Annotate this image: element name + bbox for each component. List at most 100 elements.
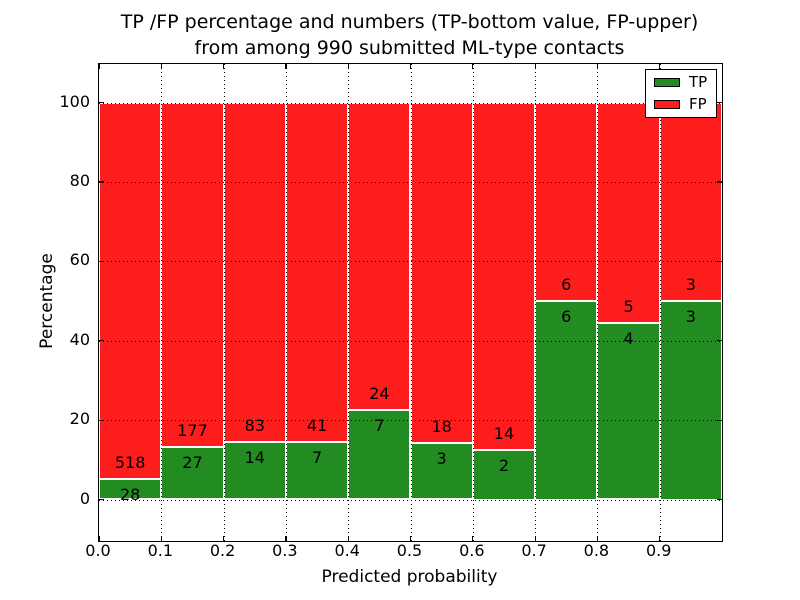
bar-fp-segment (223, 102, 286, 443)
fp-count-label: 177 (177, 420, 208, 440)
fp-count-label: 83 (244, 416, 265, 436)
bar-tp-segment (535, 301, 598, 500)
plot-area: 518 28 177 27 83 14 41 7 24 7 18 3 14 2 6 6 5 4 3 3 (98, 63, 723, 542)
x-tick-mark (596, 536, 599, 541)
fp-count-label: 18 (431, 416, 452, 436)
legend-label-tp: TP (689, 73, 708, 91)
x-tick-label: 0.4 (334, 541, 360, 560)
fp-count-label: 6 (561, 275, 572, 294)
x-tick-mark (659, 536, 661, 541)
x-tick-mark-top (98, 64, 100, 69)
tp-count-label: 28 (119, 485, 141, 505)
gridline-vertical (348, 64, 350, 541)
x-tick-label: 0.7 (521, 541, 547, 560)
y-tick-label: 0 (79, 488, 90, 508)
tp-count-label: 4 (623, 329, 634, 349)
legend-label-fp: FP (689, 95, 707, 113)
legend: TP FP (645, 69, 718, 118)
gridline-vertical (223, 64, 225, 541)
bar-tp-segment (161, 446, 224, 500)
x-tick-mark (534, 536, 536, 541)
bar-fp-segment (472, 102, 536, 450)
bar-tp-segment (99, 479, 162, 500)
y-tick-mark (99, 181, 104, 183)
x-tick-mark (285, 536, 287, 541)
x-tick-mark-top (596, 64, 599, 69)
y-tick-label: 80 (69, 170, 90, 190)
x-tick-mark-top (347, 64, 349, 69)
tp-count-label: 27 (182, 452, 203, 472)
tp-count-label: 14 (244, 448, 265, 468)
y-tick-mark (99, 340, 104, 342)
x-tick-label: 0.2 (209, 541, 236, 560)
tp-count-label: 2 (498, 455, 510, 475)
tp-count-label: 7 (374, 415, 385, 435)
x-tick-mark-top (534, 64, 536, 69)
bar-tp-segment (659, 301, 722, 500)
fp-count-label: 24 (369, 383, 390, 403)
x-axis-label: Predicted probability (321, 567, 498, 587)
fp-count-label: 518 (114, 453, 146, 473)
x-tick-mark-top (472, 64, 474, 69)
x-tick-label: 0.5 (396, 541, 423, 560)
y-tick-mark-right (717, 260, 722, 262)
gridline-vertical (472, 64, 474, 541)
x-tick-mark (223, 536, 225, 541)
tp-count-label: 7 (311, 447, 323, 467)
legend-entry-tp: TP (654, 75, 707, 90)
gridline-vertical (597, 64, 599, 541)
fp-count-label: 5 (623, 297, 634, 317)
chart-title-line-2: from among 990 submitted ML-type contact… (194, 37, 625, 59)
y-tick-label: 40 (69, 329, 90, 349)
x-tick-label: 0.8 (583, 541, 610, 560)
fp-color-swatch (654, 100, 680, 109)
fp-count-label: 14 (493, 423, 515, 443)
x-tick-mark-top (410, 64, 412, 69)
y-tick-mark (99, 499, 104, 501)
y-tick-label: 100 (59, 91, 90, 111)
gridline-vertical (659, 64, 661, 541)
x-tick-label: 0.0 (85, 541, 111, 560)
bar-fp-segment (161, 102, 224, 447)
bar-fp-segment (597, 102, 660, 324)
tp-count-label: 6 (561, 307, 572, 326)
bar-fp-segment (410, 102, 473, 443)
x-tick-mark (160, 536, 162, 541)
chart-title: TP /FP percentage and numbers (TP-bottom… (98, 9, 721, 61)
bar-tp-segment (285, 441, 349, 500)
fp-count-label: 41 (306, 415, 328, 435)
gridline-vertical (161, 64, 163, 541)
x-tick-mark-top (223, 64, 225, 69)
x-tick-label: 0.1 (147, 541, 174, 560)
x-tick-mark (347, 536, 349, 541)
y-tick-label: 20 (69, 409, 90, 429)
bar-tp-segment (223, 442, 286, 500)
bar-fp-segment (285, 102, 349, 442)
y-tick-mark-right (717, 419, 722, 421)
tp-color-swatch (654, 78, 680, 87)
tp-count-label: 3 (685, 307, 696, 326)
bar-fp-segment (348, 102, 411, 410)
x-tick-mark (472, 536, 474, 541)
x-tick-mark (98, 536, 100, 541)
chart-title-line-1: TP /FP percentage and numbers (TP-bottom… (120, 11, 699, 33)
x-tick-mark-top (285, 64, 287, 69)
bar-tp-segment (597, 323, 660, 500)
y-tick-mark-right (717, 181, 722, 183)
x-tick-mark-top (659, 64, 661, 69)
bar-fp-segment (535, 102, 598, 301)
y-tick-mark (99, 419, 104, 421)
gridline-vertical (535, 64, 537, 541)
x-tick-mark (410, 536, 412, 541)
y-tick-mark (99, 102, 104, 104)
x-tick-label: 0.6 (459, 541, 485, 560)
y-tick-mark-right (717, 102, 722, 104)
gridline-vertical (285, 64, 287, 541)
fp-count-label: 3 (685, 275, 696, 294)
y-tick-label: 60 (69, 250, 90, 270)
bar-fp-segment (659, 102, 722, 301)
legend-entry-fp: FP (654, 97, 707, 112)
tp-count-label: 3 (436, 448, 447, 468)
bar-fp-segment (99, 102, 162, 480)
